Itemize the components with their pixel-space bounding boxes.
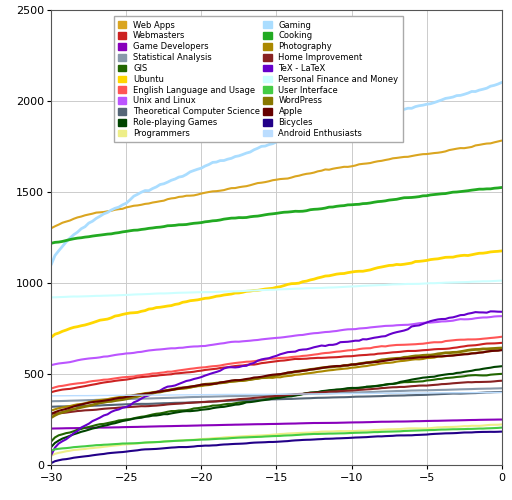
Legend: Web Apps, Webmasters, Game Developers, Statistical Analysis, GIS, Ubuntu, Englis: Web Apps, Webmasters, Game Developers, S… — [114, 16, 403, 142]
